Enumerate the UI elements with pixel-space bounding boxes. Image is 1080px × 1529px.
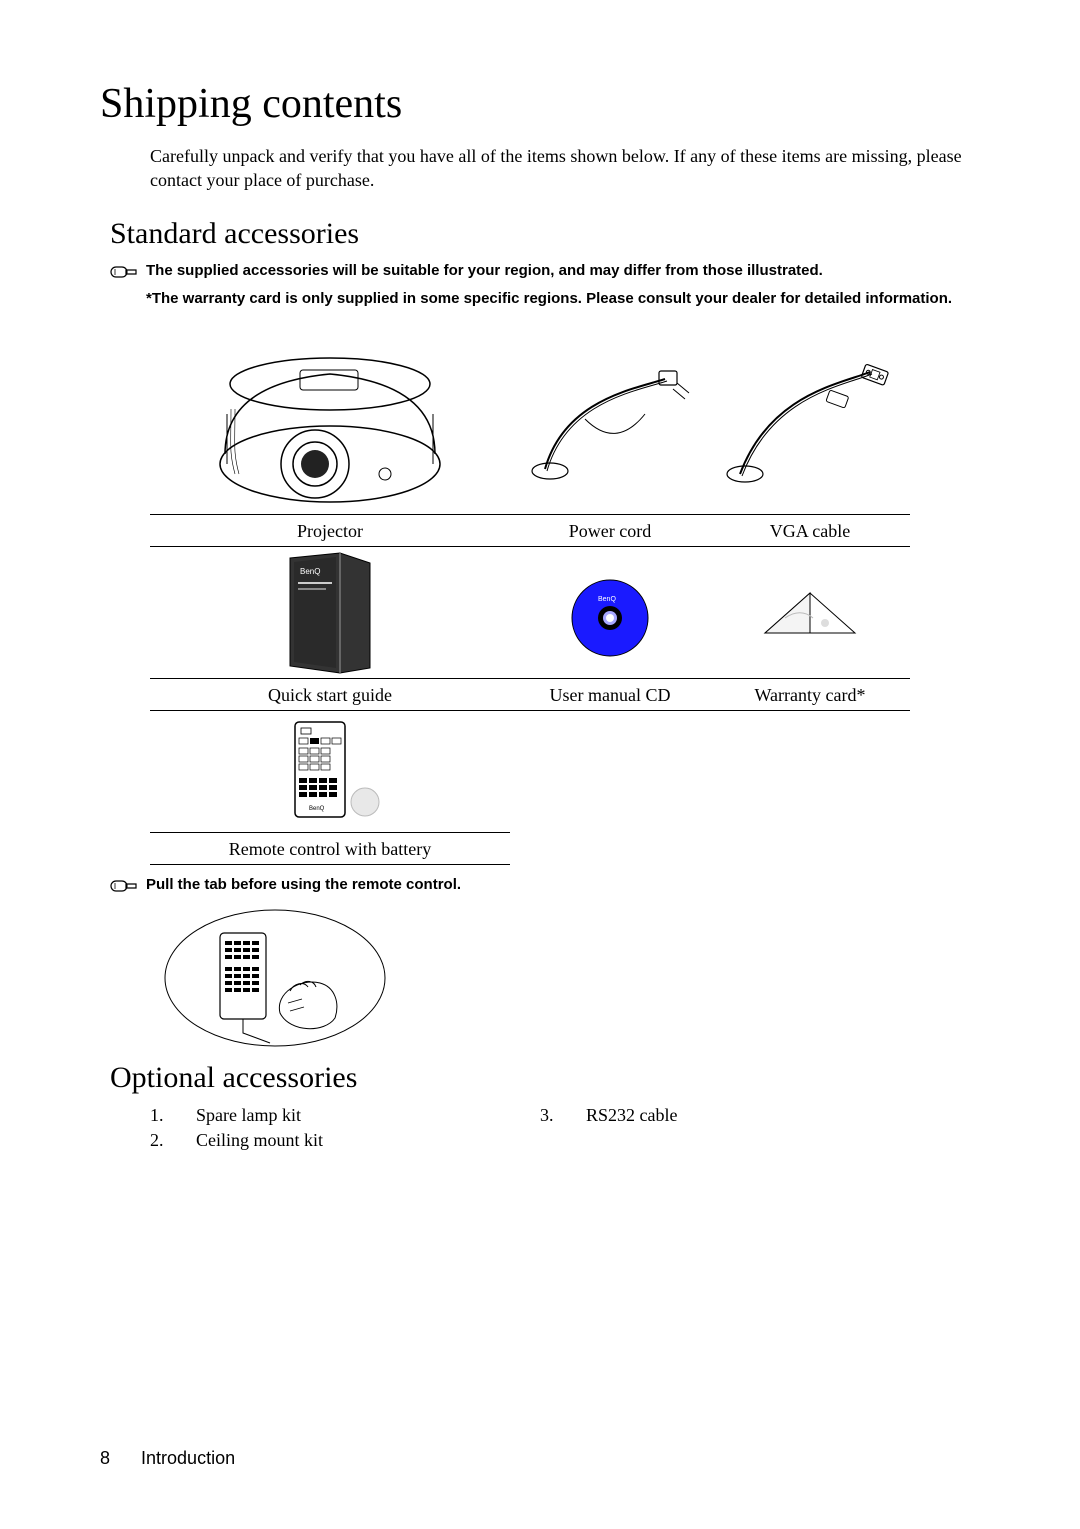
list-label: RS232 cable xyxy=(586,1105,678,1126)
note-region-differ: The supplied accessories will be suitabl… xyxy=(110,261,1000,281)
grid-row: BenQ Quick start guide BenQ User manual … xyxy=(150,547,950,711)
note-warranty: *The warranty card is only supplied in s… xyxy=(110,289,1000,309)
projector-illustration xyxy=(150,334,510,514)
quick-start-guide-illustration: BenQ xyxy=(150,548,510,678)
vga-cable-illustration xyxy=(710,334,910,514)
accessory-label: Power cord xyxy=(510,514,710,547)
note-pull-tab: Pull the tab before using the remote con… xyxy=(110,875,1000,895)
list-item: 2. Ceiling mount kit xyxy=(150,1130,540,1151)
standard-accessories-grid: Projector Power cord xyxy=(150,333,950,865)
pointing-hand-icon xyxy=(110,263,138,281)
accessory-cell-vgacable: VGA cable xyxy=(710,334,910,547)
note-text: *The warranty card is only supplied in s… xyxy=(146,289,1000,309)
accessory-label: Warranty card* xyxy=(710,678,910,711)
accessory-cell-projector: Projector xyxy=(150,334,510,547)
remote-control-illustration: BenQ xyxy=(150,712,510,832)
list-item: 1. Spare lamp kit xyxy=(150,1105,540,1126)
optional-accessories-list: 1. Spare lamp kit 2. Ceiling mount kit 3… xyxy=(150,1105,1000,1155)
warranty-card-illustration xyxy=(710,548,910,678)
accessory-cell-usermanual-cd: BenQ User manual CD xyxy=(510,548,710,711)
list-label: Ceiling mount kit xyxy=(196,1130,323,1151)
page-footer: 8 Introduction xyxy=(100,1448,235,1469)
accessory-label: Quick start guide xyxy=(150,678,510,711)
page-title: Shipping contents xyxy=(100,80,1000,128)
power-cord-illustration xyxy=(510,334,710,514)
pointing-hand-icon xyxy=(110,877,138,895)
optional-col-right: 3. RS232 cable xyxy=(540,1105,930,1155)
accessory-label: VGA cable xyxy=(710,514,910,547)
accessory-cell-warranty-card: Warranty card* xyxy=(710,548,910,711)
svg-text:BenQ: BenQ xyxy=(309,806,325,812)
accessory-label: User manual CD xyxy=(510,678,710,711)
standard-accessories-heading: Standard accessories xyxy=(110,217,1000,251)
remote-pull-tab-illustration xyxy=(160,903,1000,1053)
grid-row: Projector Power cord xyxy=(150,333,950,547)
list-label: Spare lamp kit xyxy=(196,1105,301,1126)
page-number: 8 xyxy=(100,1448,110,1468)
note-text: Pull the tab before using the remote con… xyxy=(146,875,1000,895)
accessory-label: Projector xyxy=(150,514,510,547)
list-number: 2. xyxy=(150,1130,196,1151)
footer-section: Introduction xyxy=(141,1448,235,1468)
grid-row: BenQ Remote control with battery xyxy=(150,711,950,865)
optional-accessories-heading: Optional accessories xyxy=(110,1061,1000,1095)
list-number: 1. xyxy=(150,1105,196,1126)
note-text: The supplied accessories will be suitabl… xyxy=(146,261,1000,281)
intro-paragraph: Carefully unpack and verify that you hav… xyxy=(150,144,1000,193)
user-manual-cd-illustration: BenQ xyxy=(510,548,710,678)
accessory-cell-remote: BenQ Remote control with battery xyxy=(150,712,510,865)
list-number: 3. xyxy=(540,1105,586,1126)
svg-text:BenQ: BenQ xyxy=(598,596,616,603)
list-item: 3. RS232 cable xyxy=(540,1105,930,1126)
optional-col-left: 1. Spare lamp kit 2. Ceiling mount kit xyxy=(150,1105,540,1155)
accessory-label: Remote control with battery xyxy=(150,832,510,865)
svg-text:BenQ: BenQ xyxy=(300,567,320,576)
accessory-cell-powercord: Power cord xyxy=(510,334,710,547)
accessory-cell-quickstart: BenQ Quick start guide xyxy=(150,548,510,711)
